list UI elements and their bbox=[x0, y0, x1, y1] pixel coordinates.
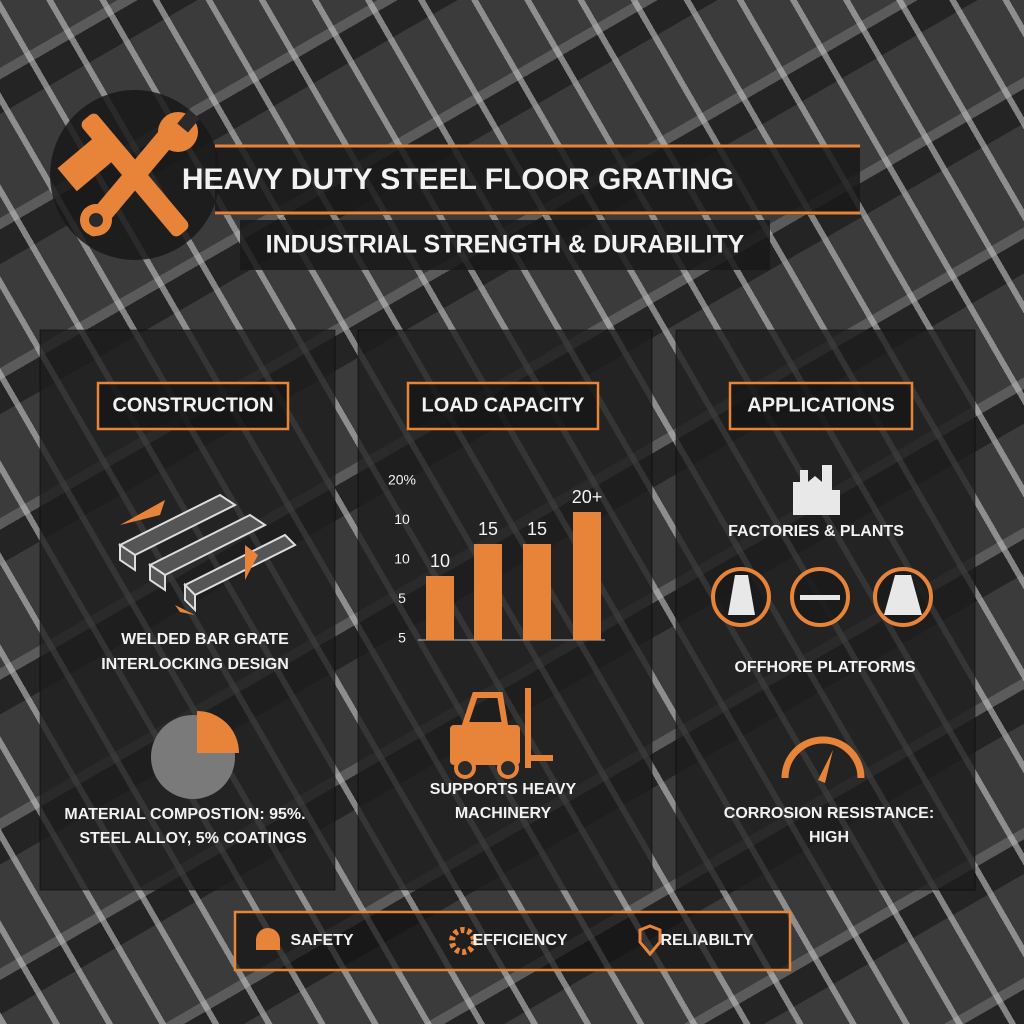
caption: MACHINERY bbox=[455, 805, 552, 822]
tools-icon bbox=[57, 109, 200, 237]
caption: SUPPORTS HEAVY bbox=[430, 781, 577, 798]
heading-box bbox=[728, 381, 914, 431]
item: OFFHORE PLATFORMS bbox=[734, 659, 915, 676]
load-chart: 20% 10 10 5 5 10 15 15 20+ bbox=[388, 472, 605, 646]
bar bbox=[523, 544, 551, 640]
title: HEAVY DUTY STEEL FLOOR GRATING bbox=[182, 163, 734, 196]
title-bar bbox=[215, 145, 860, 215]
gauge-needle bbox=[818, 750, 833, 783]
gear-icon bbox=[449, 927, 477, 955]
bar bbox=[573, 512, 601, 640]
note: HIGH bbox=[809, 829, 849, 846]
panel-heading: APPLICATIONS bbox=[747, 394, 894, 416]
heading-box bbox=[96, 381, 290, 431]
subtitle: INDUSTRIAL STRENGTH & DURABILITY bbox=[266, 231, 745, 259]
bars-icon bbox=[118, 493, 297, 613]
axis-label: 10 bbox=[394, 551, 410, 567]
forklift-icon bbox=[450, 688, 553, 779]
footer-item: SAFETY bbox=[290, 932, 353, 949]
value-label: 10 bbox=[430, 551, 450, 571]
item: FACTORIES & PLANTS bbox=[728, 523, 904, 540]
value-label: 20+ bbox=[572, 487, 603, 507]
gauge-icon bbox=[781, 736, 865, 779]
bar bbox=[474, 544, 502, 640]
note: STEEL ALLOY, 5% COATINGS bbox=[79, 830, 307, 847]
axis-label: 10 bbox=[394, 511, 410, 527]
shield-icon bbox=[638, 924, 662, 957]
heading-box bbox=[406, 381, 600, 431]
factory-icon bbox=[793, 465, 840, 515]
panel-heading: LOAD CAPACITY bbox=[422, 394, 586, 416]
helmet-icon bbox=[256, 928, 280, 950]
value-label: 15 bbox=[527, 519, 547, 539]
axis-label: 5 bbox=[398, 630, 406, 646]
subtitle-box bbox=[240, 220, 770, 270]
caption: WELDED BAR GRATE bbox=[121, 631, 289, 648]
caption: INTERLOCKING DESIGN bbox=[101, 656, 289, 673]
value-label: 15 bbox=[478, 519, 498, 539]
application-glyphs bbox=[728, 575, 922, 615]
axis-label: 20% bbox=[388, 472, 416, 488]
footer-item: EFFICIENCY bbox=[472, 932, 567, 949]
axis-label: 5 bbox=[398, 590, 406, 606]
bar bbox=[426, 576, 454, 640]
footer-box bbox=[233, 910, 792, 972]
panel-heading: CONSTRUCTION bbox=[112, 394, 273, 416]
footer-item: RELIABILTY bbox=[660, 932, 753, 949]
pie-icon-slice bbox=[197, 711, 239, 753]
note: MATERIAL COMPOSTION: 95%. bbox=[64, 806, 305, 823]
note: CORROSION RESISTANCE: bbox=[724, 805, 934, 822]
